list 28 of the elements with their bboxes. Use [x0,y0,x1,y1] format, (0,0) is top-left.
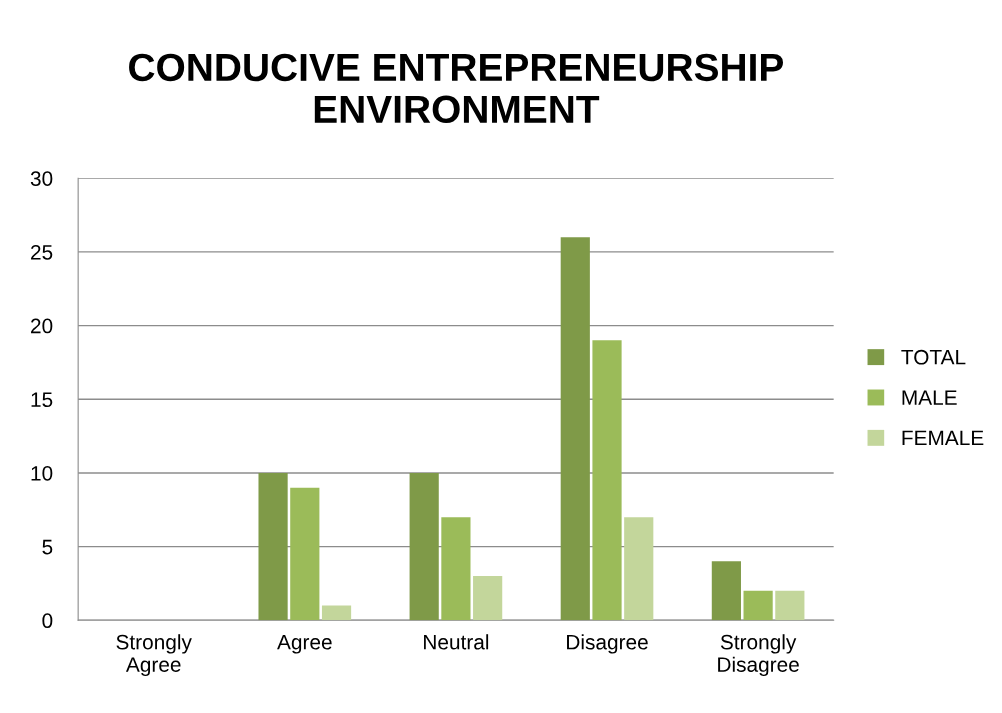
x-tick-label: Agree [277,634,332,654]
bar [441,517,471,621]
bar [321,605,352,621]
y-tick-label: 30 [30,171,53,186]
legend-label: FEMALE [902,430,984,446]
legend-label: TOTAL [901,349,966,365]
chart-title: CONDUCIVE ENTREPRENEURSHIP ENVIRONMENT [129,53,784,124]
bar [258,472,288,621]
x-tick-label: Disagree [567,634,648,654]
y-tick-label: 25 [31,244,53,260]
y-tick-label: 0 [42,613,53,629]
bar [290,487,320,621]
bar [711,561,741,621]
bar [592,340,622,621]
y-tick-label: 20 [31,318,53,334]
x-tick-label: Strongly Disagree [718,634,799,677]
x-tick-label: Neutral [424,634,489,650]
y-tick-label: 15 [31,392,53,408]
bar [473,576,503,621]
bar [743,590,773,621]
bar [409,472,439,621]
y-tick-label: 5 [42,539,53,555]
bar [775,590,805,621]
x-tick-label: Strongly Agree [116,634,192,677]
bar [624,517,654,621]
y-tick-label: 10 [31,465,53,481]
bar [560,237,590,621]
legend-label: MALE [902,390,957,405]
